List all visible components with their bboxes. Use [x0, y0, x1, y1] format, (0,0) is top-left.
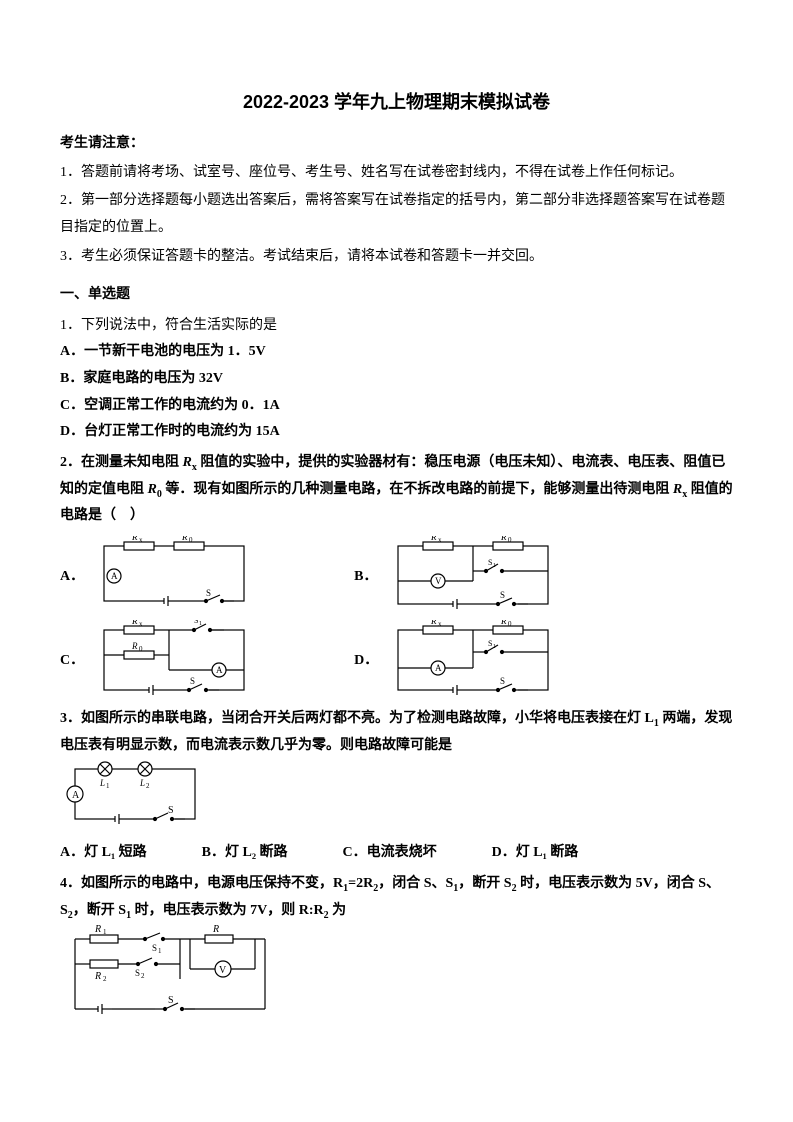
- svg-text:L: L: [99, 778, 105, 788]
- svg-text:0: 0: [508, 536, 512, 544]
- svg-text:2: 2: [141, 972, 145, 980]
- q1-stem: 1．下列说法中，符合生活实际的是: [60, 313, 733, 340]
- svg-text:0: 0: [139, 645, 143, 653]
- svg-text:R: R: [94, 924, 101, 935]
- svg-text:S: S: [194, 620, 198, 625]
- svg-text:R: R: [181, 536, 188, 542]
- svg-text:1: 1: [103, 928, 107, 936]
- q3-opt-c: C．电流表烧坏: [343, 840, 437, 867]
- svg-text:V: V: [435, 576, 442, 586]
- q2-label-d: D．: [354, 620, 378, 675]
- q2-row-ab: A． Rx R0 A S B．: [60, 536, 733, 614]
- circuit-2d-icon: Rx R0 S1 A S: [388, 620, 558, 700]
- svg-text:S: S: [500, 590, 505, 600]
- svg-text:R: R: [430, 536, 437, 542]
- circuit-3-icon: L1 L2 A S: [60, 759, 733, 834]
- circuit-2b-icon: Rx R0 S1 V S: [388, 536, 558, 614]
- svg-text:S: S: [190, 676, 195, 686]
- svg-text:R: R: [94, 971, 101, 982]
- svg-text:S: S: [168, 805, 174, 816]
- circuit-2a-icon: Rx R0 A S: [94, 536, 254, 611]
- svg-text:x: x: [139, 620, 143, 628]
- q2-label-a: A．: [60, 536, 84, 591]
- svg-text:A: A: [72, 790, 80, 801]
- svg-text:R: R: [131, 536, 138, 542]
- circuit-4-icon: R1 S1 R2 S2 R V S: [60, 924, 733, 1019]
- svg-text:1: 1: [158, 947, 162, 955]
- svg-text:0: 0: [508, 620, 512, 628]
- svg-text:R: R: [500, 536, 507, 542]
- svg-text:R: R: [500, 620, 507, 626]
- svg-text:A: A: [435, 663, 442, 673]
- svg-text:1: 1: [199, 621, 202, 627]
- q3-opt-d: D．灯 L₁ 断路: [492, 840, 579, 867]
- svg-text:2: 2: [146, 782, 150, 790]
- svg-text:x: x: [438, 536, 442, 544]
- notice-heading: 考生请注意：: [60, 131, 733, 158]
- svg-text:A: A: [111, 571, 118, 581]
- svg-text:1: 1: [106, 782, 110, 790]
- q3-choices: A．灯 L₁ 短路 B．灯 L₂ 断路 C．电流表烧坏 D．灯 L₁ 断路: [60, 840, 733, 867]
- question-2-stem: 2．在测量未知电阻 Rx 阻值的实验中，提供的实验器材有：稳压电源（电压未知）、…: [60, 450, 733, 530]
- question-1: 1．下列说法中，符合生活实际的是 A．一节新干电池的电压为 1．5V B．家庭电…: [60, 313, 733, 446]
- svg-text:2: 2: [103, 975, 107, 983]
- svg-text:S: S: [135, 968, 140, 978]
- svg-text:1: 1: [493, 644, 496, 650]
- svg-text:S: S: [500, 676, 505, 686]
- svg-text:R: R: [131, 641, 138, 651]
- notice-line-1: 1．答题前请将考场、试室号、座位号、考生号、姓名写在试卷密封线内，不得在试卷上作…: [60, 160, 733, 187]
- svg-text:L: L: [139, 778, 145, 788]
- svg-text:R: R: [131, 620, 138, 626]
- svg-text:S: S: [488, 558, 492, 567]
- q3-opt-b: B．灯 L₂ 断路: [202, 840, 288, 867]
- circuit-2c-icon: Rx S1 R0 A S: [94, 620, 254, 700]
- q2-label-b: B．: [354, 536, 378, 591]
- notice-line-2: 2．第一部分选择题每小题选出答案后，需将答案写在试卷指定的括号内，第二部分非选择…: [60, 188, 733, 241]
- svg-text:R: R: [212, 924, 219, 935]
- q2-row-cd: C． Rx S1 R0 A S D．: [60, 620, 733, 700]
- question-3-stem: 3．如图所示的串联电路，当闭合开关后两灯都不亮。为了检测电路故障，小华将电压表接…: [60, 706, 733, 759]
- question-4-stem: 4．如图所示的电路中，电源电压保持不变，R1=2R2，闭合 S、S1，断开 S2…: [60, 871, 733, 925]
- q2-label-c: C．: [60, 620, 84, 675]
- svg-text:0: 0: [189, 536, 193, 544]
- svg-text:V: V: [219, 965, 227, 976]
- svg-text:R: R: [430, 620, 437, 626]
- q1-option-d: D．台灯正常工作时的电流约为 15A: [60, 419, 733, 446]
- svg-text:S: S: [152, 943, 157, 953]
- svg-text:1: 1: [493, 563, 496, 569]
- q1-option-a: A．一节新干电池的电压为 1．5V: [60, 339, 733, 366]
- svg-text:x: x: [438, 620, 442, 628]
- svg-text:S: S: [488, 639, 492, 648]
- page-title: 2022-2023 学年九上物理期末模拟试卷: [60, 85, 733, 119]
- svg-text:A: A: [216, 665, 223, 675]
- svg-text:x: x: [139, 536, 143, 544]
- q3-opt-a: A．灯 L₁ 短路: [60, 840, 147, 867]
- notice-line-3: 3．考生必须保证答题卡的整洁。考试结束后，请将本试卷和答题卡一并交回。: [60, 244, 733, 271]
- section-1-heading: 一、单选题: [60, 282, 733, 309]
- q1-option-b: B．家庭电路的电压为 32V: [60, 366, 733, 393]
- svg-text:S: S: [168, 995, 174, 1006]
- svg-text:S: S: [206, 588, 211, 598]
- q1-option-c: C．空调正常工作的电流约为 0．1A: [60, 393, 733, 420]
